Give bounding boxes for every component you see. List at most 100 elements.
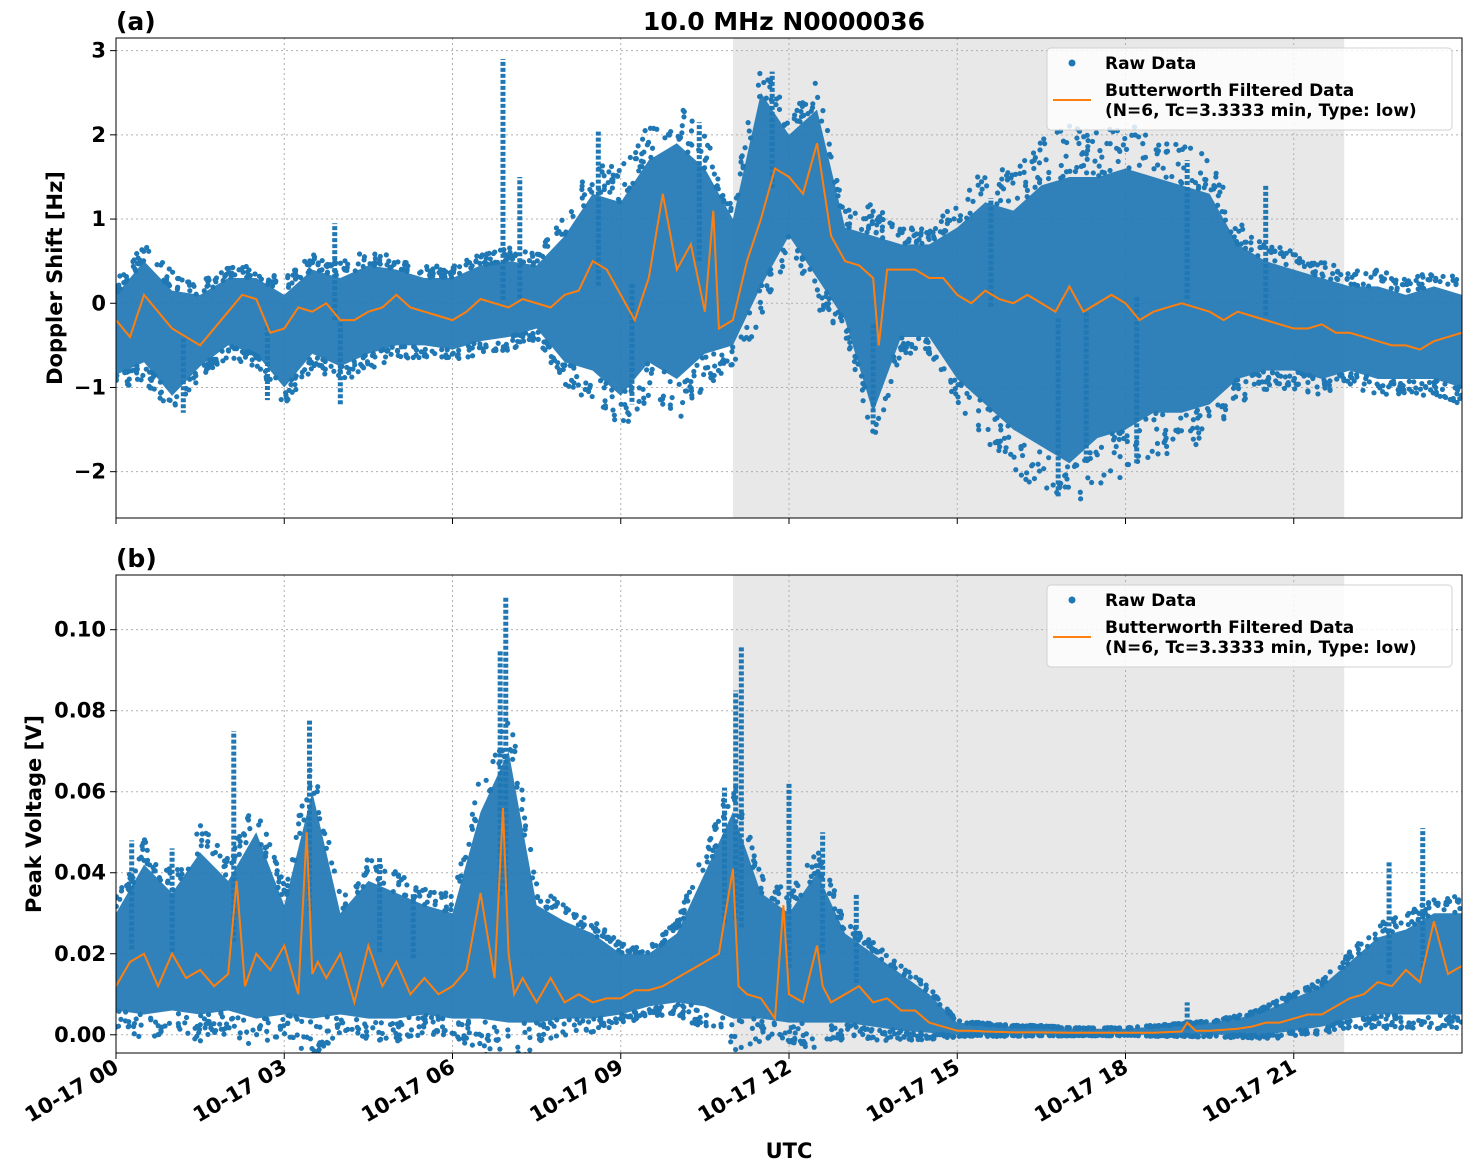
raw-data-point bbox=[158, 262, 164, 268]
raw-data-point bbox=[648, 154, 654, 160]
raw-data-point bbox=[711, 351, 717, 357]
raw-data-point bbox=[177, 1026, 183, 1032]
raw-data-point bbox=[644, 361, 651, 367]
raw-data-point bbox=[527, 1047, 533, 1053]
raw-data-point bbox=[280, 1016, 286, 1023]
raw-data-point bbox=[140, 846, 146, 852]
raw-data-point bbox=[688, 141, 694, 147]
raw-data-point bbox=[1175, 161, 1181, 167]
raw-data-point bbox=[875, 415, 882, 422]
raw-data-point bbox=[267, 841, 273, 848]
raw-data-point bbox=[1202, 181, 1209, 187]
raw-data-point bbox=[809, 1036, 815, 1042]
raw-data-point bbox=[404, 882, 410, 888]
raw-data-point bbox=[759, 1018, 765, 1025]
raw-data-point bbox=[906, 1036, 912, 1042]
raw-data-point bbox=[1021, 169, 1027, 175]
raw-data-point bbox=[283, 394, 289, 400]
raw-data-point bbox=[669, 394, 675, 401]
raw-data-point bbox=[1342, 956, 1349, 962]
raw-data-point bbox=[663, 931, 669, 937]
raw-data-point bbox=[918, 1030, 924, 1036]
raw-data-point bbox=[380, 880, 387, 886]
raw-data-point bbox=[948, 377, 954, 383]
raw-data-point bbox=[165, 281, 172, 287]
raw-data-point bbox=[314, 355, 320, 361]
raw-data-point bbox=[1199, 426, 1205, 432]
raw-data-point bbox=[246, 813, 252, 819]
raw-data-point bbox=[615, 939, 621, 945]
raw-data-point bbox=[435, 1013, 441, 1020]
raw-data-point bbox=[1017, 163, 1023, 169]
raw-data-point bbox=[649, 145, 656, 151]
raw-data-point bbox=[1151, 417, 1157, 423]
raw-data-point bbox=[480, 346, 486, 352]
raw-data-point bbox=[1285, 380, 1291, 386]
raw-data-point bbox=[237, 843, 243, 849]
raw-data-point bbox=[1305, 379, 1311, 386]
raw-data-point bbox=[1458, 1019, 1462, 1025]
raw-data-point bbox=[581, 922, 587, 928]
raw-data-point bbox=[406, 1014, 412, 1021]
raw-data-point bbox=[342, 902, 348, 908]
raw-data-point bbox=[605, 179, 611, 186]
raw-data-point bbox=[1222, 217, 1229, 223]
raw-data-point bbox=[610, 176, 616, 182]
raw-data-point bbox=[873, 229, 879, 235]
raw-data-point bbox=[699, 355, 706, 361]
raw-data-point bbox=[1240, 1034, 1246, 1041]
raw-data-point bbox=[1321, 377, 1327, 383]
raw-data-point bbox=[1110, 437, 1117, 443]
raw-data-point bbox=[1196, 430, 1202, 436]
raw-data-point bbox=[1041, 136, 1047, 142]
raw-data-point bbox=[746, 310, 753, 316]
raw-data-point bbox=[1032, 1023, 1038, 1029]
raw-data-point bbox=[1022, 183, 1029, 189]
raw-data-point bbox=[574, 374, 580, 380]
raw-data-point bbox=[1363, 373, 1370, 379]
raw-data-point bbox=[792, 1030, 798, 1036]
raw-data-point bbox=[606, 1024, 612, 1031]
raw-data-point bbox=[678, 1011, 685, 1017]
raw-data-point bbox=[719, 352, 725, 358]
raw-data-point bbox=[1124, 461, 1130, 468]
raw-data-point bbox=[1090, 170, 1096, 176]
raw-data-point bbox=[1358, 1025, 1364, 1031]
raw-data-point bbox=[751, 858, 757, 864]
raw-data-point bbox=[896, 355, 902, 361]
raw-data-point bbox=[146, 248, 152, 254]
raw-data-point bbox=[1088, 1032, 1094, 1038]
raw-data-point bbox=[256, 822, 262, 828]
raw-data-point bbox=[1098, 444, 1105, 450]
raw-data-point bbox=[398, 876, 405, 883]
raw-data-point bbox=[955, 394, 961, 400]
legend-label-raw: Raw Data bbox=[1105, 591, 1196, 611]
raw-data-point bbox=[902, 967, 909, 973]
raw-data-point bbox=[231, 1023, 237, 1029]
raw-data-point bbox=[753, 1036, 759, 1042]
raw-data-point bbox=[785, 1037, 791, 1043]
raw-data-point bbox=[1096, 173, 1102, 179]
raw-data-point bbox=[879, 227, 885, 234]
raw-data-point bbox=[1387, 381, 1394, 387]
raw-data-point bbox=[689, 884, 696, 891]
raw-data-point bbox=[418, 269, 424, 275]
raw-data-point bbox=[1348, 281, 1354, 287]
raw-data-point bbox=[342, 374, 348, 381]
raw-data-point bbox=[560, 1029, 566, 1035]
raw-data-point bbox=[545, 898, 551, 904]
raw-data-point bbox=[978, 179, 985, 185]
raw-data-point bbox=[288, 377, 295, 383]
raw-data-point bbox=[207, 1022, 214, 1028]
raw-data-point bbox=[1006, 434, 1012, 440]
raw-data-point bbox=[1011, 1033, 1017, 1039]
raw-data-point bbox=[544, 905, 550, 911]
raw-data-point bbox=[1164, 450, 1170, 457]
raw-data-point bbox=[777, 269, 784, 275]
raw-data-point bbox=[747, 1041, 753, 1047]
raw-data-point bbox=[659, 1012, 665, 1018]
raw-data-point bbox=[318, 363, 325, 369]
raw-data-point bbox=[1145, 454, 1151, 461]
raw-data-point bbox=[1310, 375, 1316, 382]
legend-label-filtered: Butterworth Filtered Data bbox=[1105, 81, 1354, 101]
